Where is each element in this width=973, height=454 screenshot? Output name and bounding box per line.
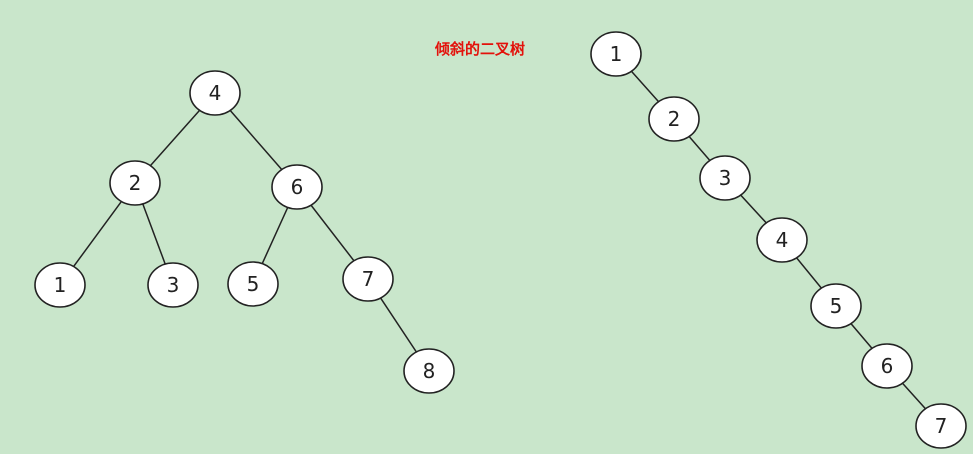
balanced-tree-node-5: 5 — [227, 261, 279, 307]
node-circle — [189, 70, 241, 116]
node-label: 4 — [776, 228, 789, 252]
node-label: 1 — [610, 42, 623, 66]
balanced-tree-node-7: 7 — [342, 256, 394, 302]
node-label: 3 — [719, 166, 732, 190]
node-label: 5 — [830, 294, 843, 318]
balanced-tree-node-8: 8 — [403, 348, 455, 394]
node-label: 7 — [935, 414, 948, 438]
diagram-title: 倾斜的二叉树 — [434, 40, 525, 58]
balanced-tree-node-2: 2 — [109, 160, 161, 206]
node-circle — [342, 256, 394, 302]
node-circle — [915, 403, 967, 449]
skewed-tree-node-6: 6 — [861, 343, 913, 389]
node-label: 2 — [129, 171, 142, 195]
node-circle — [34, 262, 86, 308]
node-label: 3 — [167, 273, 180, 297]
balanced-tree-node-3: 3 — [147, 262, 199, 308]
node-circle — [403, 348, 455, 394]
node-circle — [756, 217, 808, 263]
node-label: 1 — [54, 273, 67, 297]
balanced-tree-node-1: 1 — [34, 262, 86, 308]
node-circle — [147, 262, 199, 308]
node-label: 6 — [881, 354, 894, 378]
node-label: 4 — [209, 81, 222, 105]
node-circle — [109, 160, 161, 206]
skewed-tree-node-1: 1 — [590, 31, 642, 77]
balanced-tree-node-4: 4 — [189, 70, 241, 116]
skewed-tree-node-4: 4 — [756, 217, 808, 263]
node-label: 2 — [668, 107, 681, 131]
node-label: 8 — [423, 359, 436, 383]
skewed-tree-node-3: 3 — [699, 155, 751, 201]
node-label: 7 — [362, 267, 375, 291]
skewed-tree-node-7: 7 — [915, 403, 967, 449]
skewed-tree-node-2: 2 — [648, 96, 700, 142]
node-circle — [699, 155, 751, 201]
node-label: 6 — [291, 175, 304, 199]
skewed-tree-node-5: 5 — [810, 283, 862, 329]
node-label: 5 — [247, 272, 260, 296]
node-circle — [648, 96, 700, 142]
node-circle — [810, 283, 862, 329]
node-circle — [590, 31, 642, 77]
node-circle — [861, 343, 913, 389]
balanced-tree-node-6: 6 — [271, 164, 323, 210]
node-circle — [227, 261, 279, 307]
node-circle — [271, 164, 323, 210]
